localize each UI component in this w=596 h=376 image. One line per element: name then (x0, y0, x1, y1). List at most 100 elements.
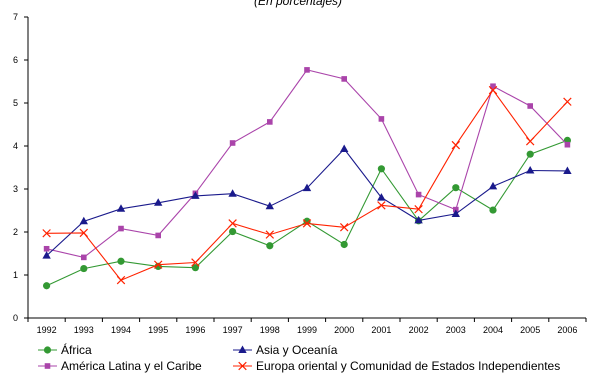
data-point (266, 242, 274, 250)
data-point (155, 232, 161, 239)
x-tick-label: 1992 (37, 325, 57, 335)
y-tick-label: 5 (13, 98, 18, 108)
data-point (191, 264, 199, 272)
series-0 (43, 136, 572, 290)
series-3 (42, 85, 572, 285)
data-point (154, 198, 163, 206)
data-point (42, 229, 51, 238)
legend-label: Europa oriental y Comunidad de Estados I… (256, 359, 560, 373)
data-point (304, 67, 310, 73)
data-point (267, 119, 273, 125)
x-tick-label: 1996 (185, 325, 205, 335)
legend-label: América Latina y el Caribe (61, 359, 202, 373)
series-line (46, 69, 568, 258)
data-point (302, 219, 312, 228)
data-point (42, 251, 51, 259)
x-tick-label: 2003 (446, 325, 466, 335)
x-tick-label: 1993 (74, 325, 94, 335)
x-tick-label: 2002 (409, 325, 429, 335)
legend-label: Asia y Oceanía (256, 343, 338, 357)
y-tick-label: 0 (13, 313, 18, 323)
legend-marker (238, 345, 247, 353)
data-point (116, 204, 126, 212)
data-point (339, 223, 349, 232)
y-tick-label: 1 (13, 270, 18, 280)
data-point (191, 191, 200, 199)
data-point (414, 204, 423, 214)
data-point (43, 282, 51, 290)
x-tick-label: 1999 (297, 325, 317, 335)
legend-marker (238, 361, 247, 371)
data-point (377, 165, 385, 173)
y-tick-label: 4 (13, 141, 18, 151)
data-point (526, 166, 535, 174)
data-point (415, 191, 422, 198)
legend-item: África (38, 342, 92, 357)
y-tick-label: 3 (13, 184, 18, 194)
data-point (43, 245, 50, 252)
data-point (563, 97, 572, 106)
data-point (340, 144, 349, 153)
data-point (191, 258, 200, 267)
data-point (451, 209, 460, 217)
data-point (377, 201, 386, 210)
data-point (80, 264, 88, 273)
data-point (378, 116, 385, 122)
data-point (526, 150, 534, 158)
chart-axes: 0 1 2 3 4 5 6 7 1992 1993 1994 1995 1996 1997 1998 1999… (13, 12, 587, 335)
data-point (153, 260, 163, 269)
series-line (46, 148, 568, 257)
legend-item: Asia y Oceanía (233, 343, 338, 357)
series-1 (43, 67, 571, 261)
data-point (116, 275, 126, 285)
series-line (46, 139, 568, 287)
legend-marker (43, 346, 52, 354)
data-point (228, 219, 237, 228)
x-tick-label: 2005 (520, 325, 540, 335)
data-point (488, 181, 498, 190)
y-tick-label: 2 (13, 227, 18, 237)
x-tick-label: 1997 (223, 325, 243, 335)
data-point (377, 193, 386, 201)
data-point (414, 215, 423, 224)
x-tick-label: 2006 (557, 325, 577, 335)
legend-marker (44, 363, 51, 369)
x-tick-label: 2004 (483, 325, 503, 335)
data-point (302, 183, 312, 192)
data-point (488, 85, 498, 95)
data-point (563, 166, 572, 174)
y-tick-label: 7 (13, 12, 18, 22)
x-tick-label: 2000 (334, 325, 354, 335)
y-tick-label: 6 (13, 55, 18, 65)
x-tick-label: 1995 (148, 325, 168, 335)
legend-label: África (61, 342, 92, 357)
chart-title: (En porcentajes) (254, 0, 342, 8)
x-tick-label: 1994 (111, 325, 131, 335)
chart-legend: África América Latina y el Caribe Asia y O… (38, 342, 560, 373)
x-tick-label: 2001 (371, 325, 391, 335)
data-point (265, 201, 274, 210)
data-point (489, 206, 497, 214)
data-point (118, 225, 124, 232)
data-point (451, 140, 461, 150)
data-point (117, 257, 125, 265)
plot-area (42, 67, 572, 290)
data-point (229, 227, 237, 236)
legend-item: Europa oriental y Comunidad de Estados I… (233, 359, 560, 373)
data-point (341, 76, 347, 82)
series-2 (42, 144, 572, 259)
legend-item: América Latina y el Caribe (38, 359, 202, 373)
data-point (490, 83, 496, 90)
data-point (340, 240, 348, 249)
data-point (228, 189, 237, 197)
data-point (81, 254, 87, 261)
data-point (265, 230, 275, 239)
data-point (79, 216, 88, 225)
data-point (452, 184, 460, 192)
data-point (564, 141, 571, 148)
data-point (79, 228, 89, 238)
x-tick-label: 1998 (260, 325, 280, 335)
data-point (527, 103, 533, 109)
data-point (525, 137, 535, 146)
